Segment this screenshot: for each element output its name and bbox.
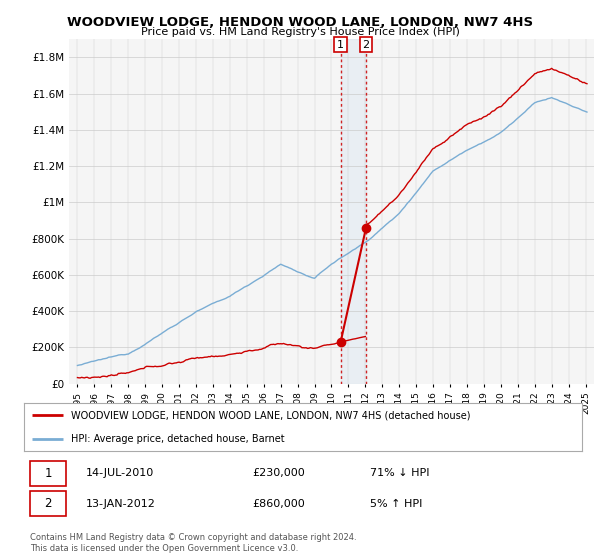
Text: WOODVIEW LODGE, HENDON WOOD LANE, LONDON, NW7 4HS (detached house): WOODVIEW LODGE, HENDON WOOD LANE, LONDON… bbox=[71, 410, 471, 420]
Text: WOODVIEW LODGE, HENDON WOOD LANE, LONDON, NW7 4HS: WOODVIEW LODGE, HENDON WOOD LANE, LONDON… bbox=[67, 16, 533, 29]
Text: 1: 1 bbox=[44, 466, 52, 480]
Text: 13-JAN-2012: 13-JAN-2012 bbox=[85, 499, 155, 508]
Text: 1: 1 bbox=[337, 40, 344, 50]
Text: 14-JUL-2010: 14-JUL-2010 bbox=[85, 468, 154, 478]
Text: £230,000: £230,000 bbox=[253, 468, 305, 478]
Text: £860,000: £860,000 bbox=[253, 499, 305, 508]
Text: 2: 2 bbox=[44, 497, 52, 510]
FancyBboxPatch shape bbox=[29, 491, 66, 516]
FancyBboxPatch shape bbox=[29, 461, 66, 486]
Text: 71% ↓ HPI: 71% ↓ HPI bbox=[370, 468, 430, 478]
Text: 2: 2 bbox=[362, 40, 370, 50]
Text: 5% ↑ HPI: 5% ↑ HPI bbox=[370, 499, 422, 508]
Text: Contains HM Land Registry data © Crown copyright and database right 2024.
This d: Contains HM Land Registry data © Crown c… bbox=[30, 533, 356, 553]
Bar bbox=[341, 39, 366, 384]
Text: HPI: Average price, detached house, Barnet: HPI: Average price, detached house, Barn… bbox=[71, 434, 285, 444]
Text: Price paid vs. HM Land Registry's House Price Index (HPI): Price paid vs. HM Land Registry's House … bbox=[140, 27, 460, 38]
